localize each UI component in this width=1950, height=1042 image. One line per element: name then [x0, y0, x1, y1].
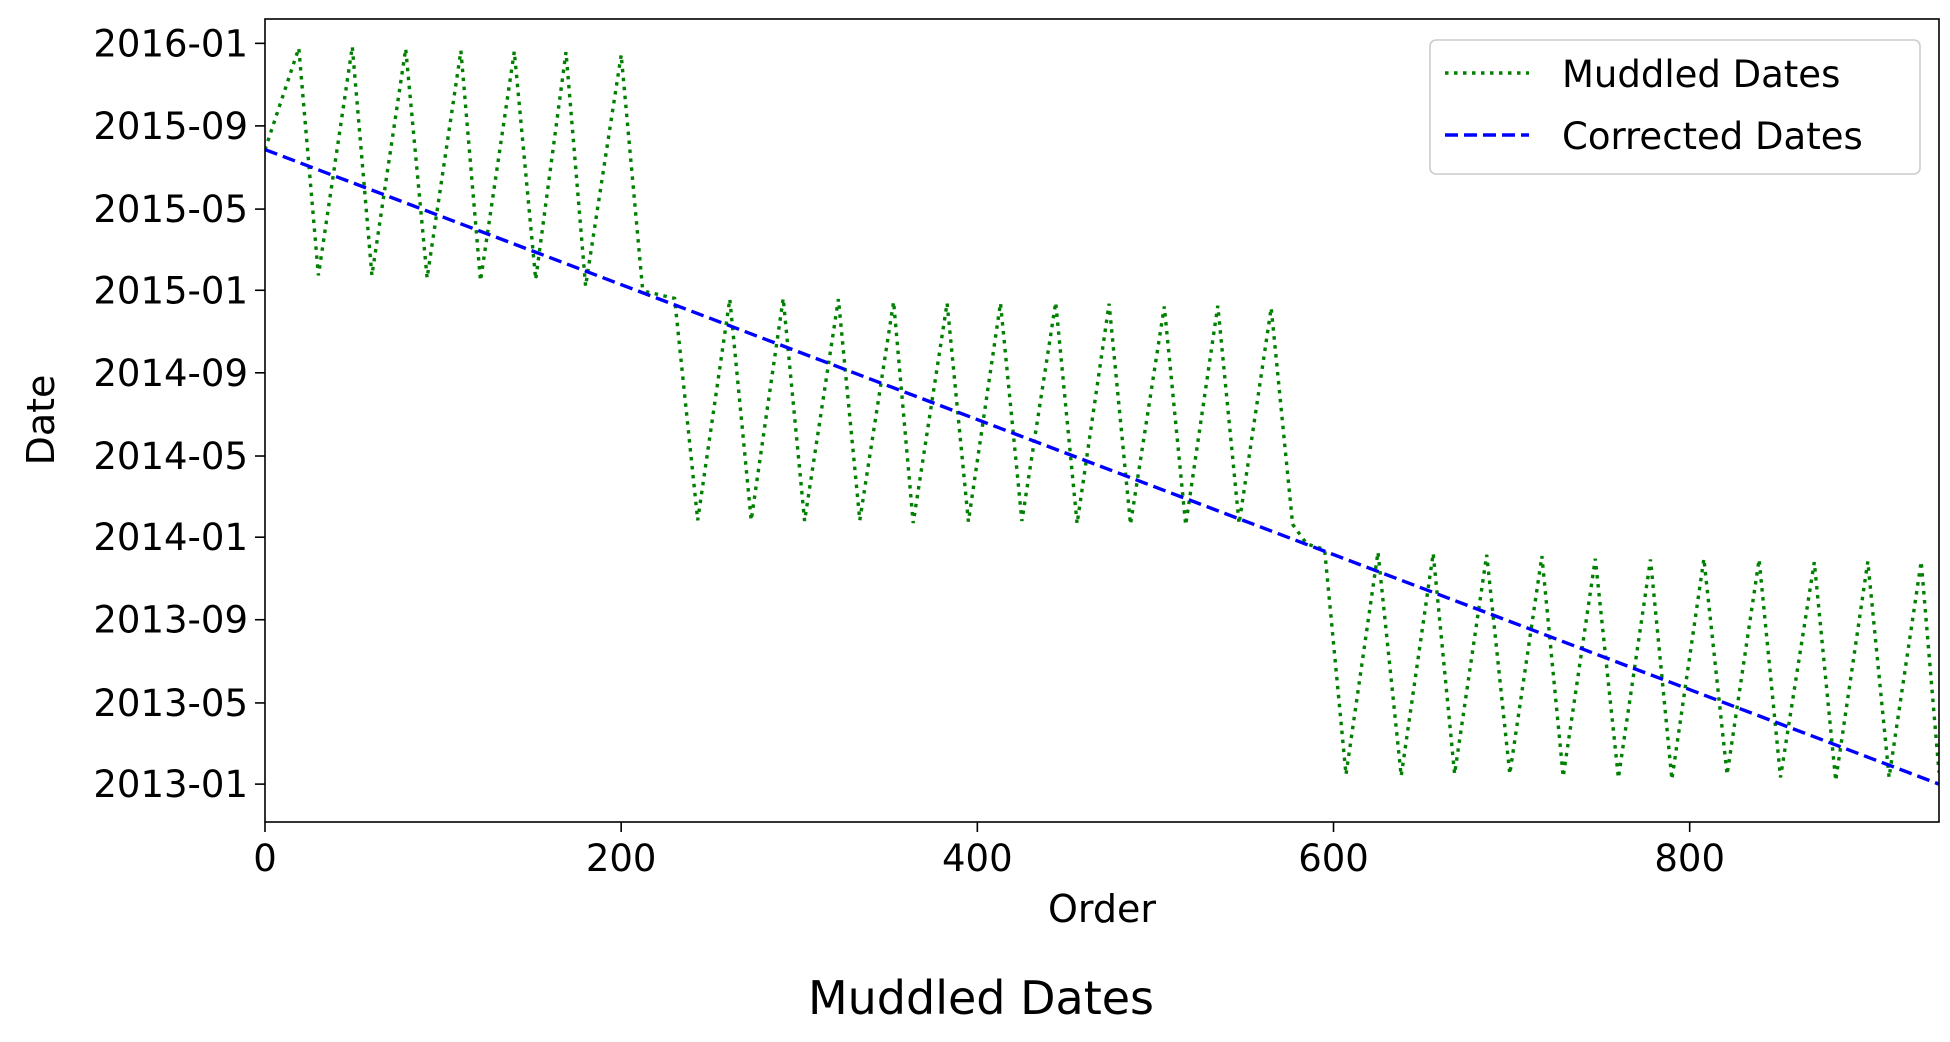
y-tick-label: 2013-01	[93, 763, 248, 806]
series-line-corrected-dates	[265, 148, 1939, 786]
series-line-muddled-dates	[265, 46, 1939, 781]
legend: Muddled Dates Corrected Dates	[1429, 39, 1921, 175]
x-tick-label: 0	[253, 837, 277, 880]
x-axis-label: Order	[1048, 887, 1156, 931]
y-tick-label: 2016-01	[93, 22, 248, 65]
plot-frame	[264, 18, 1940, 823]
legend-box	[1429, 39, 1921, 175]
y-tick-label: 2014-05	[93, 435, 248, 478]
y-axis: 2013-01 2013-05 2013-09 2014-01 2014-05 2014-…	[93, 22, 265, 806]
x-tick-label: 600	[1298, 837, 1369, 880]
legend-label-muddled: Muddled Dates	[1562, 53, 1840, 96]
x-tick-label: 800	[1654, 837, 1725, 880]
y-tick-label: 2015-05	[93, 188, 248, 231]
y-tick-label: 2013-05	[93, 682, 248, 725]
y-tick-label: 2015-01	[93, 269, 248, 312]
x-axis: 0 200 400 600 800	[253, 822, 1725, 880]
y-tick-label: 2013-09	[93, 599, 248, 642]
y-tick-label: 2014-09	[93, 352, 248, 395]
y-tick-label: 2014-01	[93, 516, 248, 559]
y-tick-label: 2015-09	[93, 105, 248, 148]
x-tick-label: 200	[586, 837, 657, 880]
x-tick-label: 400	[942, 837, 1013, 880]
chart-title: Muddled Dates	[808, 971, 1154, 1025]
y-axis-label: Date	[19, 375, 63, 466]
legend-label-corrected: Corrected Dates	[1562, 115, 1863, 158]
plot-area	[265, 46, 1939, 786]
